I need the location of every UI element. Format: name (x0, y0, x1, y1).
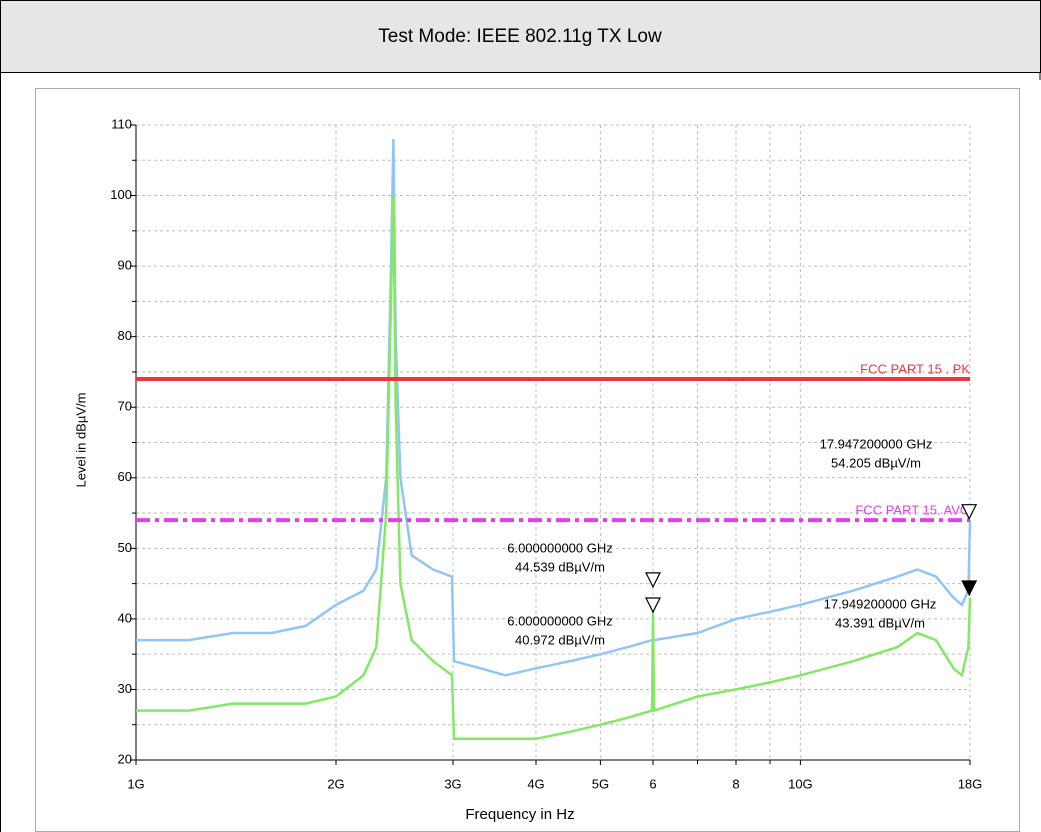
marker-level: 44.539 dBµV/m (515, 559, 605, 574)
x-tick-label: 8 (732, 776, 739, 791)
limit-label: FCC PART 15 . PK (860, 361, 970, 376)
marker (645, 597, 661, 614)
x-tick-label: 5G (592, 776, 609, 791)
marker-level: 54.205 dBµV/m (831, 455, 921, 470)
limit-label: FCC PART 15. AVG (855, 503, 970, 518)
trace (136, 195, 972, 741)
x-axis-title: Frequency in Hz (465, 806, 574, 823)
x-tick-label: 1G (127, 776, 144, 791)
y-tick-label: 70 (118, 399, 132, 414)
marker-frequency: 6.000000000 GHz (507, 613, 613, 628)
x-tick-label: 3G (444, 776, 461, 791)
y-tick-label: 110 (111, 116, 132, 131)
marker-level: 40.972 dBµV/m (515, 632, 605, 647)
y-tick-label: 40 (118, 610, 132, 625)
y-tick-label: 100 (110, 187, 132, 202)
header-title: Test Mode: IEEE 802.11g TX Low (378, 26, 662, 47)
y-tick-label: 90 (118, 258, 132, 273)
marker (961, 504, 978, 521)
marker-frequency: 17.949200000 GHz (824, 596, 937, 611)
y-tick-label: 50 (118, 540, 132, 555)
y-tick-label: 20 (118, 751, 132, 766)
marker-frequency: 17.947200000 GHz (820, 436, 933, 451)
marker (961, 580, 978, 597)
x-tick-label: 10G (788, 776, 813, 791)
x-tick-label: 4G (527, 776, 544, 791)
x-tick-label: 6 (649, 776, 656, 791)
trace (136, 139, 972, 677)
header-box (0, 0, 1041, 73)
y-tick-label: 30 (118, 681, 132, 696)
x-tick-label: 18G (958, 776, 983, 791)
marker-frequency: 6.000000000 GHz (507, 540, 613, 555)
marker-level: 43.391 dBµV/m (835, 615, 925, 630)
y-tick-label: 80 (118, 328, 132, 343)
x-tick-label: 2G (327, 776, 344, 791)
y-axis-title: Level in dBµV/m (73, 393, 88, 488)
y-tick-label: 60 (118, 469, 132, 484)
marker (645, 572, 661, 589)
